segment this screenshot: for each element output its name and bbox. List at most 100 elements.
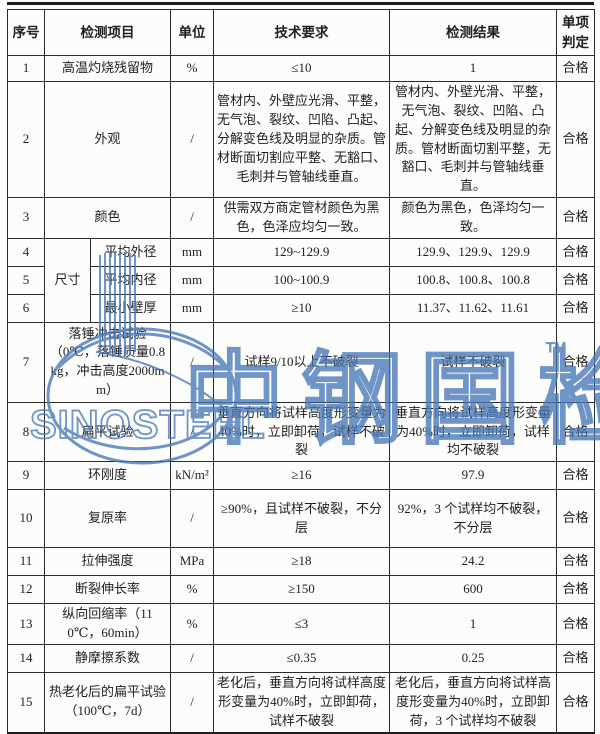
table-row: 11 拉伸强度 MPa ≥18 24.2 合格 bbox=[7, 547, 595, 577]
cell-req: 垂直方向将试样高度形变量为40%时，立即卸荷，试样不破裂 bbox=[213, 401, 390, 463]
cell-verdict: 合格 bbox=[556, 547, 595, 577]
cell-verdict: 合格 bbox=[556, 293, 595, 323]
cell-result: 老化后，垂直方向将试样高度形变量为40%时，立即卸荷，3 个试样均不破裂 bbox=[389, 671, 557, 734]
cell-no: 5 bbox=[7, 265, 45, 295]
cell-req: ≥16 bbox=[213, 461, 390, 491]
table-row: 13 纵向回缩率（110℃，60min） % ≤3 1 合格 bbox=[7, 603, 595, 645]
cell-item: 断裂伸长率 bbox=[44, 575, 171, 605]
header-item: 检测项目 bbox=[44, 9, 171, 56]
cell-unit: kN/m² bbox=[170, 461, 214, 491]
cell-no: 1 bbox=[7, 55, 45, 82]
cell-no: 11 bbox=[7, 547, 45, 577]
table-row: 7 落锤冲击试验（0℃，落锤质量0.8kg，冲击高度2000mm） / 试样9/… bbox=[7, 321, 595, 403]
cell-result: 颜色为黑色，色泽均匀一致。 bbox=[389, 197, 557, 239]
table-row: 6 最小壁厚 mm ≥10 11.37、11.62、11.61 合格 bbox=[7, 293, 595, 323]
top-rule bbox=[7, 2, 594, 5]
table-row: 15 热老化后的扁平试验（100℃，7d） / 老化后，垂直方向将试样高度形变量… bbox=[7, 671, 595, 734]
cell-result: 600 bbox=[389, 575, 557, 605]
cell-item: 纵向回缩率（110℃，60min） bbox=[44, 603, 171, 645]
cell-req: ≤0.35 bbox=[213, 643, 390, 673]
cell-unit: / bbox=[170, 401, 214, 463]
cell-unit: / bbox=[170, 321, 214, 403]
cell-item: 颜色 bbox=[44, 197, 171, 239]
cell-req: 管材内、外壁应光滑、平整，无气泡、裂纹、凹陷、凸起、分解变色线及明显的杂质。管材… bbox=[213, 80, 390, 199]
cell-result: 垂直方向将试样高度形变量为40%时，立即卸荷，试样均不破裂 bbox=[389, 401, 557, 463]
cell-result: 24.2 bbox=[389, 547, 557, 577]
cell-no: 13 bbox=[7, 603, 45, 645]
table-row: 8 扁平试验 / 垂直方向将试样高度形变量为40%时，立即卸荷，试样不破裂 垂直… bbox=[7, 401, 595, 463]
table-row: 10 复原率 / ≥90%，且试样不破裂，不分层 92%，3 个试样均不破裂，不… bbox=[7, 489, 595, 549]
cell-result: 管材内、外壁光滑、平整，无气泡、裂纹、凹陷、凸起、分解变色线及明显的杂质。管材断… bbox=[389, 80, 557, 199]
cell-req: ≥18 bbox=[213, 547, 390, 577]
cell-unit: / bbox=[170, 489, 214, 549]
header-verdict: 单项判定 bbox=[556, 9, 595, 56]
cell-verdict: 合格 bbox=[556, 80, 595, 199]
cell-result: 试样不破裂 bbox=[389, 321, 557, 403]
cell-req: ≤3 bbox=[213, 603, 390, 645]
cell-verdict: 合格 bbox=[556, 489, 595, 549]
cell-item: 外观 bbox=[44, 80, 171, 199]
cell-verdict: 合格 bbox=[556, 671, 595, 734]
cell-verdict: 合格 bbox=[556, 575, 595, 605]
cell-no: 8 bbox=[7, 401, 45, 463]
cell-unit: / bbox=[170, 80, 214, 199]
cell-result: 129.9、129.9、129.9 bbox=[389, 237, 557, 267]
cell-verdict: 合格 bbox=[556, 461, 595, 491]
cell-result: 11.37、11.62、11.61 bbox=[389, 293, 557, 323]
cell-no: 12 bbox=[7, 575, 45, 605]
cell-verdict: 合格 bbox=[556, 643, 595, 673]
cell-unit: mm bbox=[170, 237, 214, 267]
cell-result: 97.9 bbox=[389, 461, 557, 491]
cell-item: 拉伸强度 bbox=[44, 547, 171, 577]
header-unit: 单位 bbox=[170, 9, 214, 56]
cell-unit: % bbox=[170, 575, 214, 605]
cell-no: 9 bbox=[7, 461, 45, 491]
table-row: 4 尺寸 平均外径 mm 129~129.9 129.9、129.9、129.9… bbox=[7, 237, 595, 323]
table-row: 2 外观 / 管材内、外壁应光滑、平整，无气泡、裂纹、凹陷、凸起、分解变色线及明… bbox=[7, 80, 595, 199]
cell-verdict: 合格 bbox=[556, 401, 595, 463]
cell-unit: MPa bbox=[170, 547, 214, 577]
cell-unit: % bbox=[170, 603, 214, 645]
table-row: 1 高温灼烧残留物 % ≤10 1 合格 bbox=[7, 55, 595, 82]
cell-no: 14 bbox=[7, 643, 45, 673]
cell-no: 15 bbox=[7, 671, 45, 734]
cell-verdict: 合格 bbox=[556, 603, 595, 645]
cell-no: 3 bbox=[7, 197, 45, 239]
cell-result: 100.8、100.8、100.8 bbox=[389, 265, 557, 295]
cell-req: 供需双方商定管材颜色为黑色，色泽应均匀一致。 bbox=[213, 197, 390, 239]
table-row: 14 静摩擦系数 / ≤0.35 0.25 合格 bbox=[7, 643, 595, 673]
cell-no: 4 bbox=[7, 237, 45, 267]
cell-req: 100~100.9 bbox=[213, 265, 390, 295]
cell-item: 扁平试验 bbox=[44, 401, 171, 463]
cell-verdict: 合格 bbox=[556, 237, 595, 267]
cell-result: 1 bbox=[389, 55, 557, 82]
cell-req: 试样9/10以上不破裂 bbox=[213, 321, 390, 403]
cell-req: ≥10 bbox=[213, 293, 390, 323]
cell-item: 静摩擦系数 bbox=[44, 643, 171, 673]
table-header-row: 序号 检测项目 单位 技术要求 检测结果 单项判定 bbox=[7, 9, 595, 56]
cell-item: 高温灼烧残留物 bbox=[44, 55, 171, 82]
cell-unit: mm bbox=[170, 293, 214, 323]
cell-item: 平均外径 bbox=[90, 237, 171, 267]
cell-size-group: 尺寸 bbox=[44, 237, 91, 323]
cell-item: 复原率 bbox=[44, 489, 171, 549]
cell-no: 2 bbox=[7, 80, 45, 199]
cell-req: ≤10 bbox=[213, 55, 390, 82]
cell-verdict: 合格 bbox=[556, 197, 595, 239]
table-row: 9 环刚度 kN/m² ≥16 97.9 合格 bbox=[7, 461, 595, 491]
cell-item: 热老化后的扁平试验（100℃，7d） bbox=[44, 671, 171, 734]
cell-result: 1 bbox=[389, 603, 557, 645]
cell-no: 10 bbox=[7, 489, 45, 549]
table-row: 5 平均内径 mm 100~100.9 100.8、100.8、100.8 合格 bbox=[7, 265, 595, 295]
cell-item: 落锤冲击试验（0℃，落锤质量0.8kg，冲击高度2000mm） bbox=[44, 321, 171, 403]
header-result: 检测结果 bbox=[389, 9, 557, 56]
cell-verdict: 合格 bbox=[556, 265, 595, 295]
cell-item: 平均内径 bbox=[90, 265, 171, 295]
table-row: 12 断裂伸长率 % ≥150 600 合格 bbox=[7, 575, 595, 605]
cell-verdict: 合格 bbox=[556, 55, 595, 82]
cell-unit: / bbox=[170, 197, 214, 239]
cell-unit: / bbox=[170, 643, 214, 673]
cell-result: 0.25 bbox=[389, 643, 557, 673]
test-report-table: 序号 检测项目 单位 技术要求 检测结果 单项判定 1 高温灼烧残留物 % ≤1… bbox=[7, 9, 595, 734]
